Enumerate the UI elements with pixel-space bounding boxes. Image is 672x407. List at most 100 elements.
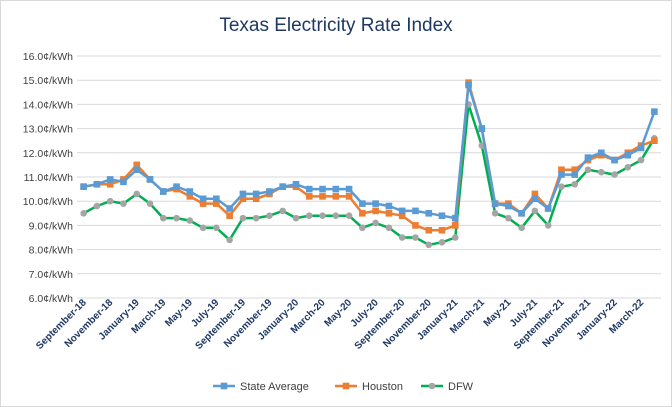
y-tick-label: 16.0¢/kWh	[23, 51, 73, 63]
y-tick-label: 6.0¢/kWh	[29, 293, 74, 305]
data-point	[106, 180, 114, 188]
data-point	[412, 222, 419, 229]
y-tick-label: 14.0¢/kWh	[23, 99, 73, 111]
legend: State Average Houston DFW	[213, 381, 474, 393]
data-point	[226, 212, 233, 220]
data-point	[266, 188, 273, 195]
series-houston	[80, 79, 658, 234]
data-point	[651, 108, 658, 115]
y-tick-label: 15.0¢/kWh	[23, 75, 73, 87]
y-axis-ticks: 6.0¢/kWh 7.0¢/kWh 8.0¢/kWh 9.0¢/kWh 10.0¢/kW…	[23, 51, 73, 305]
y-tick-label: 12.0¢/kWh	[23, 148, 73, 160]
data-point	[239, 190, 247, 198]
data-point	[319, 185, 326, 193]
data-point	[345, 185, 353, 193]
legend-label: DFW	[448, 381, 474, 393]
data-point	[305, 193, 313, 200]
data-point	[611, 156, 618, 164]
data-point	[412, 207, 419, 215]
data-point	[213, 195, 220, 203]
data-point	[465, 81, 472, 89]
data-point	[584, 166, 592, 174]
x-tick-label: May-20	[322, 297, 354, 329]
data-point	[478, 125, 486, 132]
data-point	[571, 171, 579, 178]
data-point	[451, 222, 459, 229]
data-point	[186, 193, 194, 200]
data-point	[133, 161, 141, 169]
data-point	[239, 214, 247, 222]
data-point	[558, 166, 565, 174]
x-axis-ticks: September-18November-18January-19March-1…	[34, 297, 646, 352]
data-point	[491, 210, 499, 217]
data-point	[518, 210, 525, 217]
data-point	[199, 200, 207, 207]
y-tick-label: 7.0¢/kWh	[29, 269, 74, 281]
data-point	[624, 164, 632, 171]
data-point	[558, 171, 565, 178]
data-point	[385, 202, 393, 210]
data-point	[319, 193, 326, 200]
data-point	[438, 239, 446, 246]
data-point	[398, 207, 406, 215]
data-point	[305, 185, 313, 193]
data-point	[438, 212, 446, 220]
series-lines	[80, 79, 658, 249]
data-point	[332, 212, 340, 220]
data-point	[279, 207, 287, 215]
data-point	[186, 217, 194, 224]
data-point	[133, 166, 141, 174]
data-point	[372, 200, 379, 207]
data-point	[106, 176, 114, 183]
data-point	[159, 188, 167, 195]
y-tick-label: 13.0¢/kWh	[23, 124, 73, 136]
data-point	[611, 171, 618, 178]
data-point	[93, 202, 101, 210]
data-point	[213, 200, 220, 207]
data-point	[372, 219, 379, 227]
data-point	[199, 195, 207, 203]
legend-item: Houston	[335, 381, 403, 393]
data-point	[412, 234, 419, 241]
data-point	[186, 188, 194, 195]
data-point	[359, 224, 366, 232]
data-point	[584, 154, 592, 161]
data-point	[425, 241, 433, 249]
data-point	[491, 200, 499, 207]
data-point	[518, 224, 525, 232]
data-point	[531, 207, 539, 215]
series-line	[83, 83, 656, 220]
data-point	[345, 212, 353, 220]
data-point	[637, 144, 645, 152]
data-point	[505, 202, 512, 210]
data-point	[332, 185, 340, 193]
data-point	[266, 212, 273, 220]
data-point	[398, 234, 406, 241]
data-point	[558, 183, 565, 190]
data-point	[239, 195, 247, 203]
data-point	[425, 210, 433, 217]
data-point	[345, 193, 353, 200]
data-point	[398, 212, 406, 220]
data-point	[544, 222, 552, 229]
data-point	[637, 156, 645, 164]
data-point	[106, 197, 114, 205]
data-point	[146, 176, 154, 183]
data-point	[252, 195, 260, 203]
data-point	[571, 180, 579, 188]
data-point	[544, 205, 552, 212]
data-point	[199, 224, 207, 232]
data-point	[292, 180, 300, 188]
data-point	[359, 200, 366, 207]
data-point	[146, 200, 154, 207]
data-point	[252, 190, 260, 198]
legend-swatch-marker	[342, 382, 350, 390]
data-point	[305, 212, 313, 220]
gridlines	[77, 55, 661, 299]
data-point	[80, 210, 87, 217]
y-tick-label: 9.0¢/kWh	[29, 220, 74, 232]
data-point	[120, 200, 127, 207]
data-point	[505, 214, 512, 222]
legend-item: DFW	[421, 381, 474, 393]
